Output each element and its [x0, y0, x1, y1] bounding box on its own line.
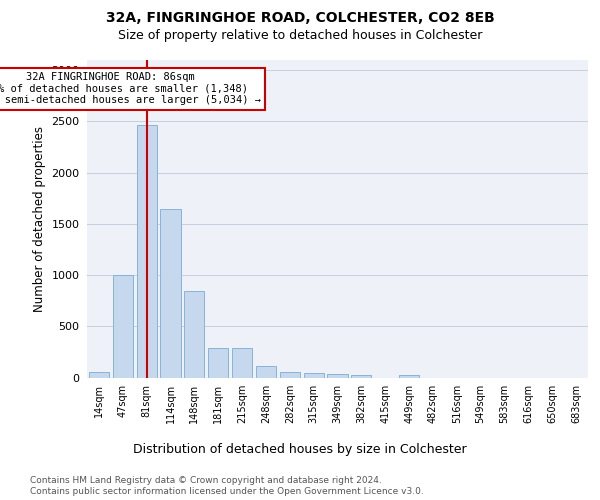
Bar [256, 366, 276, 378]
Text: Contains public sector information licensed under the Open Government Licence v3: Contains public sector information licen… [30, 487, 424, 496]
Bar [184, 292, 205, 378]
Bar [351, 376, 371, 378]
Bar [137, 124, 157, 378]
Bar [160, 208, 181, 378]
Bar [89, 372, 109, 378]
Bar [304, 373, 324, 378]
Text: Size of property relative to detached houses in Colchester: Size of property relative to detached ho… [118, 29, 482, 42]
Text: Distribution of detached houses by size in Colchester: Distribution of detached houses by size … [133, 442, 467, 456]
Bar [208, 348, 229, 378]
Text: 32A FINGRINGHOE ROAD: 86sqm
← 21% of detached houses are smaller (1,348)
78% of : 32A FINGRINGHOE ROAD: 86sqm ← 21% of det… [0, 72, 261, 106]
Bar [399, 375, 419, 378]
Y-axis label: Number of detached properties: Number of detached properties [32, 126, 46, 312]
Text: Contains HM Land Registry data © Crown copyright and database right 2024.: Contains HM Land Registry data © Crown c… [30, 476, 382, 485]
Bar [232, 348, 252, 378]
Bar [328, 374, 347, 378]
Text: 32A, FINGRINGHOE ROAD, COLCHESTER, CO2 8EB: 32A, FINGRINGHOE ROAD, COLCHESTER, CO2 8… [106, 11, 494, 25]
Bar [280, 372, 300, 378]
Bar [113, 275, 133, 378]
